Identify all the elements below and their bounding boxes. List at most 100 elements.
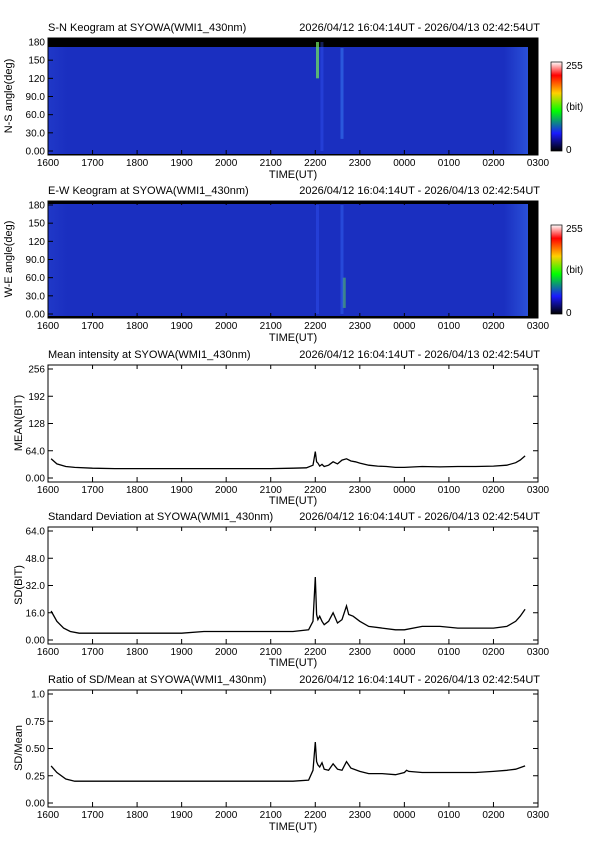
colorbar-max-label: 255 bbox=[566, 224, 583, 235]
keogram-features bbox=[316, 42, 344, 151]
x-tick-label: 1900 bbox=[171, 321, 194, 332]
y-tick-label: 0.00 bbox=[26, 147, 46, 158]
y-tick-label: 1.0 bbox=[31, 690, 45, 701]
panel-ew-keogram: E-W Keogram at SYOWA(WMI1_430nm) 2026/04… bbox=[3, 185, 583, 344]
x-axis-ticks: 1600 1700 1800 1900 2000 2100 2200 2300 0000 0100… bbox=[37, 201, 550, 332]
y-tick-label: 30.0 bbox=[26, 291, 46, 302]
y-tick-label: 60.0 bbox=[26, 273, 46, 284]
y-axis-ticks: 0.00 30.0 60.0 90.0 120 150 180 bbox=[26, 38, 538, 158]
y-tick-label: 0.00 bbox=[26, 310, 46, 321]
aurora-feature bbox=[340, 205, 344, 314]
y-tick-label: 64.0 bbox=[26, 446, 46, 457]
x-tick-label: 0000 bbox=[393, 321, 416, 332]
x-tick-label: 0300 bbox=[527, 321, 550, 332]
y-axis-ticks: 0.00 64.0 128 192 256 bbox=[26, 365, 538, 485]
x-tick-label: 1700 bbox=[81, 485, 104, 496]
y-tick-label: 30.0 bbox=[26, 128, 46, 139]
x-tick-label: 1700 bbox=[81, 810, 104, 821]
aurora-feature bbox=[320, 42, 324, 151]
x-tick-label: 0300 bbox=[527, 158, 550, 169]
y-tick-label: 16.0 bbox=[26, 608, 46, 619]
time-range: 2026/04/12 16:04:14UT - 2026/04/13 02:42… bbox=[299, 511, 540, 523]
x-tick-label: 0200 bbox=[482, 485, 505, 496]
y-tick-label: 120 bbox=[28, 237, 45, 248]
x-tick-label: 1900 bbox=[171, 485, 194, 496]
x-tick-label: 0200 bbox=[482, 647, 505, 658]
x-axis-label: TIME(UT) bbox=[269, 169, 317, 181]
colorbar-unit: (bit) bbox=[566, 102, 583, 113]
chart-title: Standard Deviation at SYOWA(WMI1_430nm) bbox=[48, 511, 273, 523]
x-tick-label: 1600 bbox=[37, 158, 60, 169]
x-axis-label: TIME(UT) bbox=[269, 332, 317, 344]
x-tick-label: 2200 bbox=[304, 485, 327, 496]
colorbar-unit: (bit) bbox=[566, 265, 583, 276]
keogram-data bbox=[48, 204, 528, 316]
chart-title: Ratio of SD/Mean at SYOWA(WMI1_430nm) bbox=[48, 674, 266, 686]
plot-frame bbox=[47, 526, 539, 645]
x-tick-label: 2100 bbox=[260, 485, 283, 496]
series-line bbox=[50, 576, 526, 634]
series-line bbox=[50, 451, 526, 470]
x-tick-label: 1600 bbox=[37, 321, 60, 332]
y-tick-label: 48.0 bbox=[26, 554, 46, 565]
x-tick-label: 2200 bbox=[304, 810, 327, 821]
x-tick-label: 1700 bbox=[81, 158, 104, 169]
x-tick-label: 1700 bbox=[81, 321, 104, 332]
y-tick-label: 150 bbox=[28, 219, 45, 230]
x-tick-label: 0300 bbox=[527, 485, 550, 496]
y-tick-label: 0.00 bbox=[26, 636, 46, 647]
x-tick-label: 0200 bbox=[482, 158, 505, 169]
x-tick-label: 2100 bbox=[260, 647, 283, 658]
x-tick-label: 0000 bbox=[393, 647, 416, 658]
x-tick-label: 2300 bbox=[349, 647, 372, 658]
x-tick-label: 2300 bbox=[349, 321, 372, 332]
x-tick-label: 0100 bbox=[438, 158, 461, 169]
colorbar-max-label: 255 bbox=[566, 61, 583, 72]
x-tick-label: 0200 bbox=[482, 810, 505, 821]
colorbar bbox=[550, 61, 563, 152]
x-tick-label: 1600 bbox=[37, 810, 60, 821]
y-axis-label: SD(BIT) bbox=[13, 565, 25, 605]
x-tick-label: 1900 bbox=[171, 647, 194, 658]
x-tick-label: 0100 bbox=[438, 810, 461, 821]
y-tick-label: 64.0 bbox=[26, 527, 46, 538]
x-tick-label: 0100 bbox=[438, 321, 461, 332]
x-tick-label: 1700 bbox=[81, 647, 104, 658]
x-axis-ticks: 1600 1700 1800 1900 2000 2100 2200 2300 0000 0100… bbox=[37, 38, 550, 169]
aurora-feature bbox=[342, 277, 346, 308]
x-axis-ticks: 1600 1700 1800 1900 2000 2100 2200 2300 0000 0100… bbox=[37, 365, 550, 496]
x-tick-label: 2000 bbox=[215, 810, 238, 821]
x-tick-label: 2300 bbox=[349, 158, 372, 169]
y-axis-ticks: 0.00 16.0 32.0 48.0 64.0 bbox=[26, 527, 538, 647]
colorbar bbox=[550, 224, 563, 315]
chart-title: Mean intensity at SYOWA(WMI1_430nm) bbox=[48, 349, 251, 361]
chart-title: S-N Keogram at SYOWA(WMI1_430nm) bbox=[48, 22, 246, 34]
y-tick-label: 60.0 bbox=[26, 110, 46, 121]
y-tick-label: 192 bbox=[28, 392, 45, 403]
time-range: 2026/04/12 16:04:14UT - 2026/04/13 02:42… bbox=[299, 185, 540, 197]
x-tick-label: 2100 bbox=[260, 158, 283, 169]
x-tick-label: 1800 bbox=[126, 158, 149, 169]
x-tick-label: 0000 bbox=[393, 810, 416, 821]
x-tick-label: 2000 bbox=[215, 158, 238, 169]
x-tick-label: 0000 bbox=[393, 485, 416, 496]
y-axis-ticks: 0.00 30.0 60.0 90.0 120 150 180 bbox=[26, 201, 538, 321]
y-tick-label: 256 bbox=[28, 365, 45, 376]
y-tick-label: 0.25 bbox=[26, 771, 46, 782]
x-tick-label: 2000 bbox=[215, 647, 238, 658]
y-tick-label: 0.50 bbox=[26, 744, 46, 755]
x-tick-label: 1800 bbox=[126, 485, 149, 496]
x-tick-label: 2100 bbox=[260, 810, 283, 821]
x-tick-label: 2100 bbox=[260, 321, 283, 332]
x-tick-label: 2200 bbox=[304, 647, 327, 658]
x-tick-label: 2300 bbox=[349, 810, 372, 821]
y-tick-label: 150 bbox=[28, 56, 45, 67]
x-tick-label: 0200 bbox=[482, 321, 505, 332]
aurora-feature bbox=[340, 48, 344, 139]
aurora-feature bbox=[316, 42, 319, 79]
x-tick-label: 1800 bbox=[126, 321, 149, 332]
x-tick-label: 2000 bbox=[215, 321, 238, 332]
panel-sn-keogram: S-N Keogram at SYOWA(WMI1_430nm) 2026/04… bbox=[3, 22, 583, 181]
plot-frame bbox=[47, 364, 539, 483]
x-tick-label: 1800 bbox=[126, 810, 149, 821]
